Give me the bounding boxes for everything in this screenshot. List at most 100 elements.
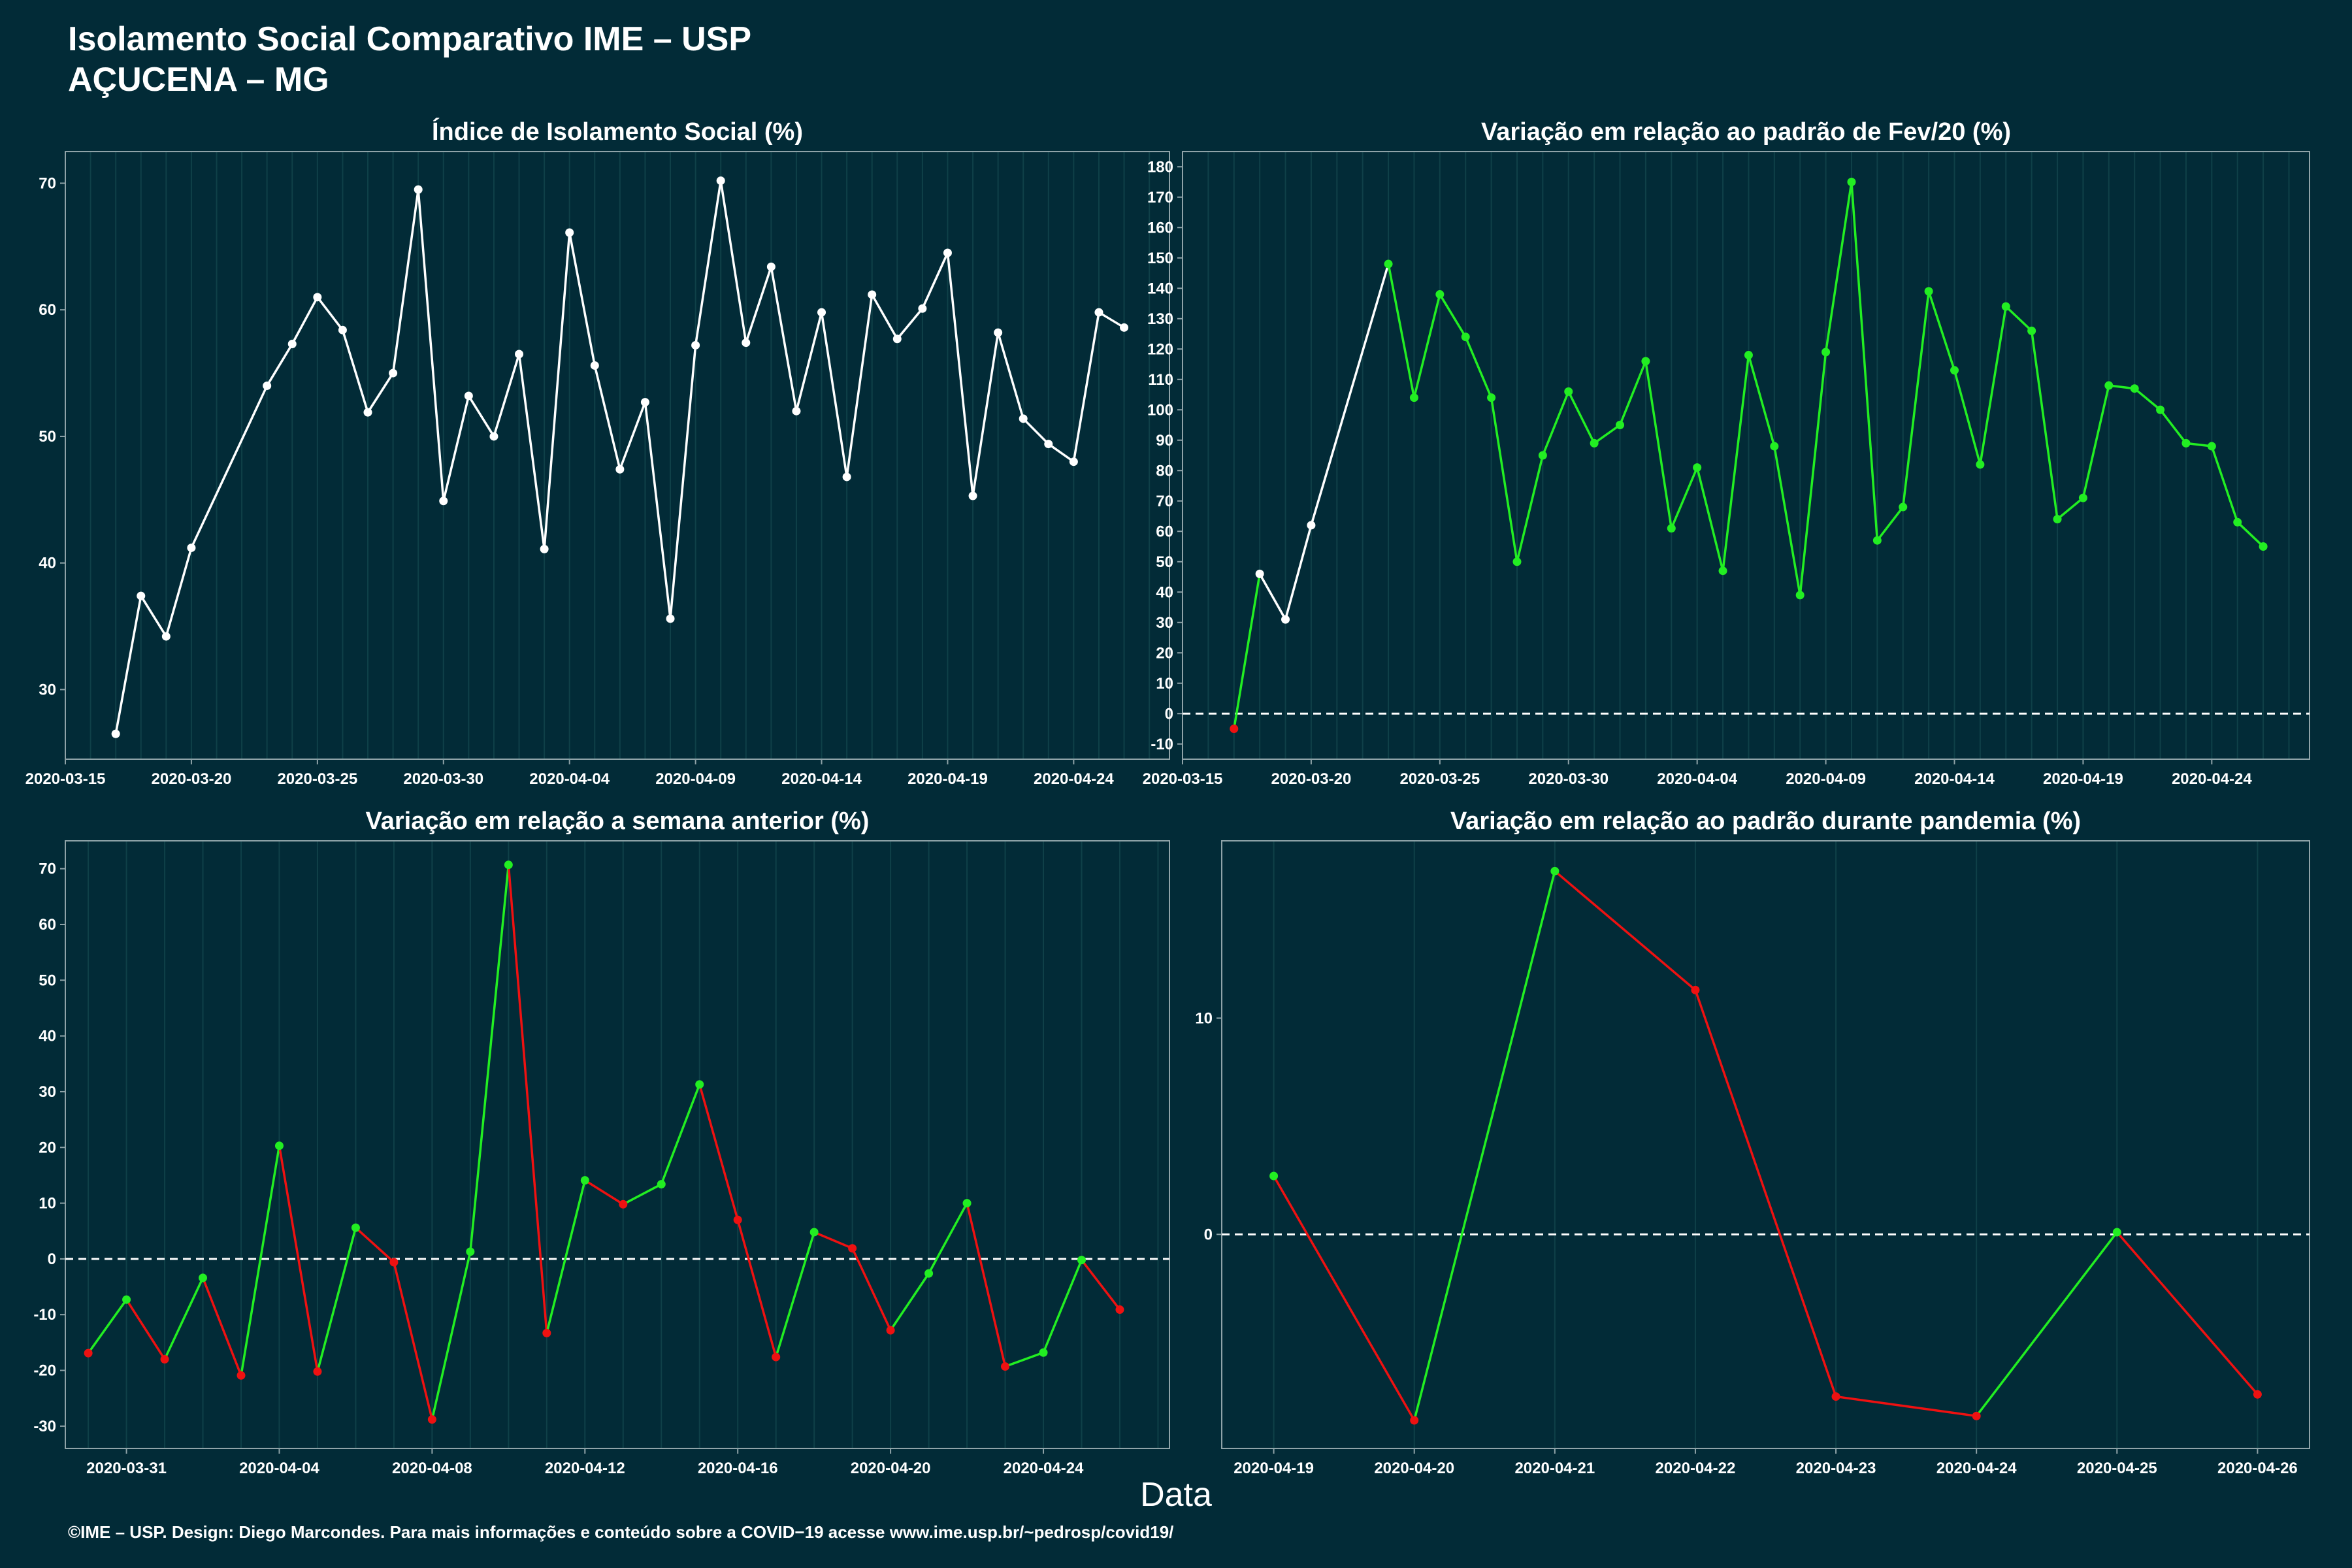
series-points [1230, 178, 2268, 733]
series-line [114, 179, 1126, 735]
data-point [2001, 302, 2010, 311]
line-segment [316, 1226, 357, 1373]
data-point [1972, 1411, 1981, 1420]
line-segment [996, 331, 1024, 420]
data-point [1744, 351, 1753, 360]
x-tick-label: 2020-03-20 [1271, 770, 1352, 788]
data-point [2053, 515, 2062, 524]
data-point [1115, 1305, 1124, 1315]
y-tick-label: 20 [39, 1139, 56, 1156]
data-point [439, 497, 448, 506]
x-tick-label: 2020-04-04 [239, 1460, 319, 1477]
data-point [2259, 542, 2268, 551]
line-segment [583, 1179, 625, 1206]
data-point [842, 472, 851, 482]
data-point [565, 228, 574, 237]
y-tick-label: 10 [1156, 675, 1173, 693]
line-segment [1901, 290, 1930, 508]
data-point [313, 1367, 322, 1376]
data-point [695, 1080, 704, 1089]
data-point [657, 1180, 666, 1189]
data-point [1077, 1256, 1086, 1265]
data-point [590, 361, 599, 370]
x-tick-label: 2020-04-26 [2217, 1460, 2298, 1477]
data-point [766, 262, 776, 271]
y-tick-label: 60 [39, 916, 56, 934]
y-tick-label: 50 [39, 428, 56, 446]
line-segment [1618, 360, 1647, 427]
line-segment [1310, 263, 1390, 527]
data-point [1461, 333, 1470, 342]
line-segment [2236, 521, 2264, 548]
data-point [1924, 287, 1933, 296]
data-point [1039, 1348, 1048, 1357]
line-segment [190, 384, 269, 549]
data-point [427, 1415, 436, 1424]
data-point [962, 1199, 972, 1208]
line-segment [393, 1261, 434, 1421]
line-segment [870, 293, 899, 340]
data-point [772, 1352, 781, 1362]
x-axis-label: Data [1140, 1476, 1212, 1514]
data-point [1019, 414, 1028, 423]
x-tick-label: 2020-03-20 [152, 770, 232, 788]
line-segment [719, 179, 747, 344]
panel-variacao-semana: Variação em relação a semana anterior (%… [33, 808, 1170, 1477]
data-point [1269, 1171, 1279, 1181]
line-segment [1516, 454, 1544, 563]
y-tick-label: 20 [1156, 644, 1173, 662]
y-tick-label: 50 [39, 972, 56, 989]
chart-title-line2: AÇUCENA – MG [68, 61, 329, 99]
data-point [137, 591, 146, 600]
line-segment [921, 252, 949, 310]
data-point [2027, 326, 2036, 335]
data-point [868, 290, 877, 299]
data-point [1693, 463, 1702, 472]
line-segment [391, 188, 419, 374]
y-tick-label: 170 [1147, 189, 1173, 206]
data-point [464, 391, 473, 400]
line-segment [736, 1218, 777, 1358]
line-segment [698, 1083, 739, 1221]
line-segment [1047, 442, 1075, 463]
data-point [1409, 393, 1418, 402]
x-tick-label: 2020-03-25 [1399, 770, 1480, 788]
line-segment [163, 1277, 204, 1361]
line-segment [2108, 384, 2136, 390]
data-point [1094, 308, 1103, 317]
line-segment [568, 231, 596, 367]
series-points [1269, 866, 2262, 1425]
data-point [1691, 985, 1700, 994]
data-point [1872, 536, 1882, 545]
x-tick-label: 2020-04-24 [1034, 770, 1114, 788]
line-segment [1272, 1175, 1416, 1422]
line-segment [1835, 1395, 1978, 1418]
data-point [1550, 866, 1560, 875]
data-point [994, 328, 1003, 337]
line-segment [851, 1247, 892, 1331]
data-point [918, 304, 927, 313]
panel-title: Variação em relação ao padrão durante pa… [1450, 808, 2081, 835]
panel-title: Índice de Isolamento Social (%) [432, 117, 803, 146]
x-tick-label: 2020-04-20 [851, 1460, 931, 1477]
chart-title-line1: Isolamento Social Comparativo IME – USP [68, 20, 752, 58]
data-point [924, 1269, 934, 1278]
y-tick-label: 30 [39, 1083, 56, 1101]
line-segment [889, 1272, 930, 1331]
line-segment [1080, 1258, 1121, 1311]
line-segment [201, 1277, 242, 1377]
line-segment [546, 1179, 587, 1335]
grid-lines [65, 152, 1151, 759]
data-point [1641, 357, 1650, 366]
line-segment [2133, 387, 2162, 411]
series-points [84, 860, 1124, 1424]
line-segment [1722, 353, 1750, 572]
line-segment [972, 331, 1000, 497]
line-segment [1850, 180, 1879, 542]
data-point [1831, 1392, 1840, 1401]
data-point [1307, 521, 1316, 530]
line-segment [316, 296, 344, 331]
y-tick-label: 30 [39, 681, 56, 698]
line-segment [1490, 396, 1518, 563]
y-tick-label: 0 [48, 1250, 56, 1268]
